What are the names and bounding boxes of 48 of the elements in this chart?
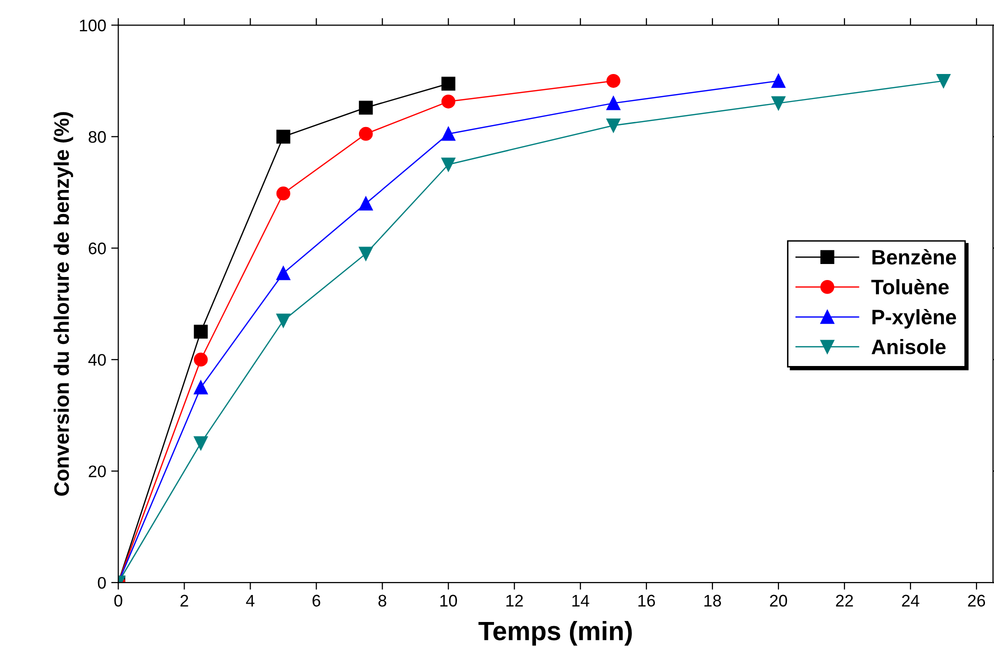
x-tick-label: 14 [572, 594, 590, 606]
x-tick-label: 20 [770, 594, 788, 607]
legend-label: Toluène [871, 278, 949, 294]
point [441, 94, 456, 108]
legend-label: P-xylène [872, 308, 956, 329]
y-tick-label: 80 [88, 131, 106, 143]
point [276, 186, 290, 200]
y-tick-label: 20 [88, 465, 106, 478]
point [936, 74, 950, 88]
point [358, 126, 373, 141]
x-tick-label: 16 [638, 594, 655, 607]
x-tick-label: 26 [968, 594, 986, 607]
point [772, 74, 786, 88]
x-axis-title: Temps (min) [478, 621, 632, 646]
point [441, 126, 456, 141]
x-tick-label: 2 [180, 594, 188, 606]
x-tick-label: 24 [902, 594, 920, 606]
point [194, 352, 208, 367]
point [276, 314, 290, 328]
point [276, 266, 290, 280]
legend-label: Benzène [872, 249, 956, 265]
y-tick-label: 40 [88, 354, 106, 366]
x-tick-label: 4 [246, 594, 254, 606]
point [358, 196, 373, 210]
point [194, 436, 208, 450]
x-tick-label: 10 [440, 594, 457, 607]
point [606, 74, 620, 88]
y-tick-label: 0 [98, 576, 106, 589]
x-tick-label: 6 [312, 594, 320, 607]
point [772, 96, 786, 110]
point [606, 96, 620, 110]
y-tick-label: 100 [80, 20, 106, 32]
point [441, 158, 456, 172]
point [194, 324, 208, 339]
point [441, 76, 456, 91]
x-tick-label: 8 [378, 594, 386, 607]
point [358, 100, 373, 115]
y-tick-label: 60 [88, 242, 106, 254]
point [276, 130, 290, 144]
y-axis-title: Conversion du chlorure de benzyle (%) [54, 112, 74, 496]
x-tick-label: 22 [836, 594, 853, 606]
x-tick-label: 18 [704, 594, 721, 607]
point [606, 118, 620, 132]
x-tick-label: 12 [506, 594, 523, 606]
legend-label: Anisole [872, 338, 946, 354]
point [194, 380, 208, 394]
x-tick-label: 0 [114, 594, 122, 607]
point [358, 246, 373, 261]
